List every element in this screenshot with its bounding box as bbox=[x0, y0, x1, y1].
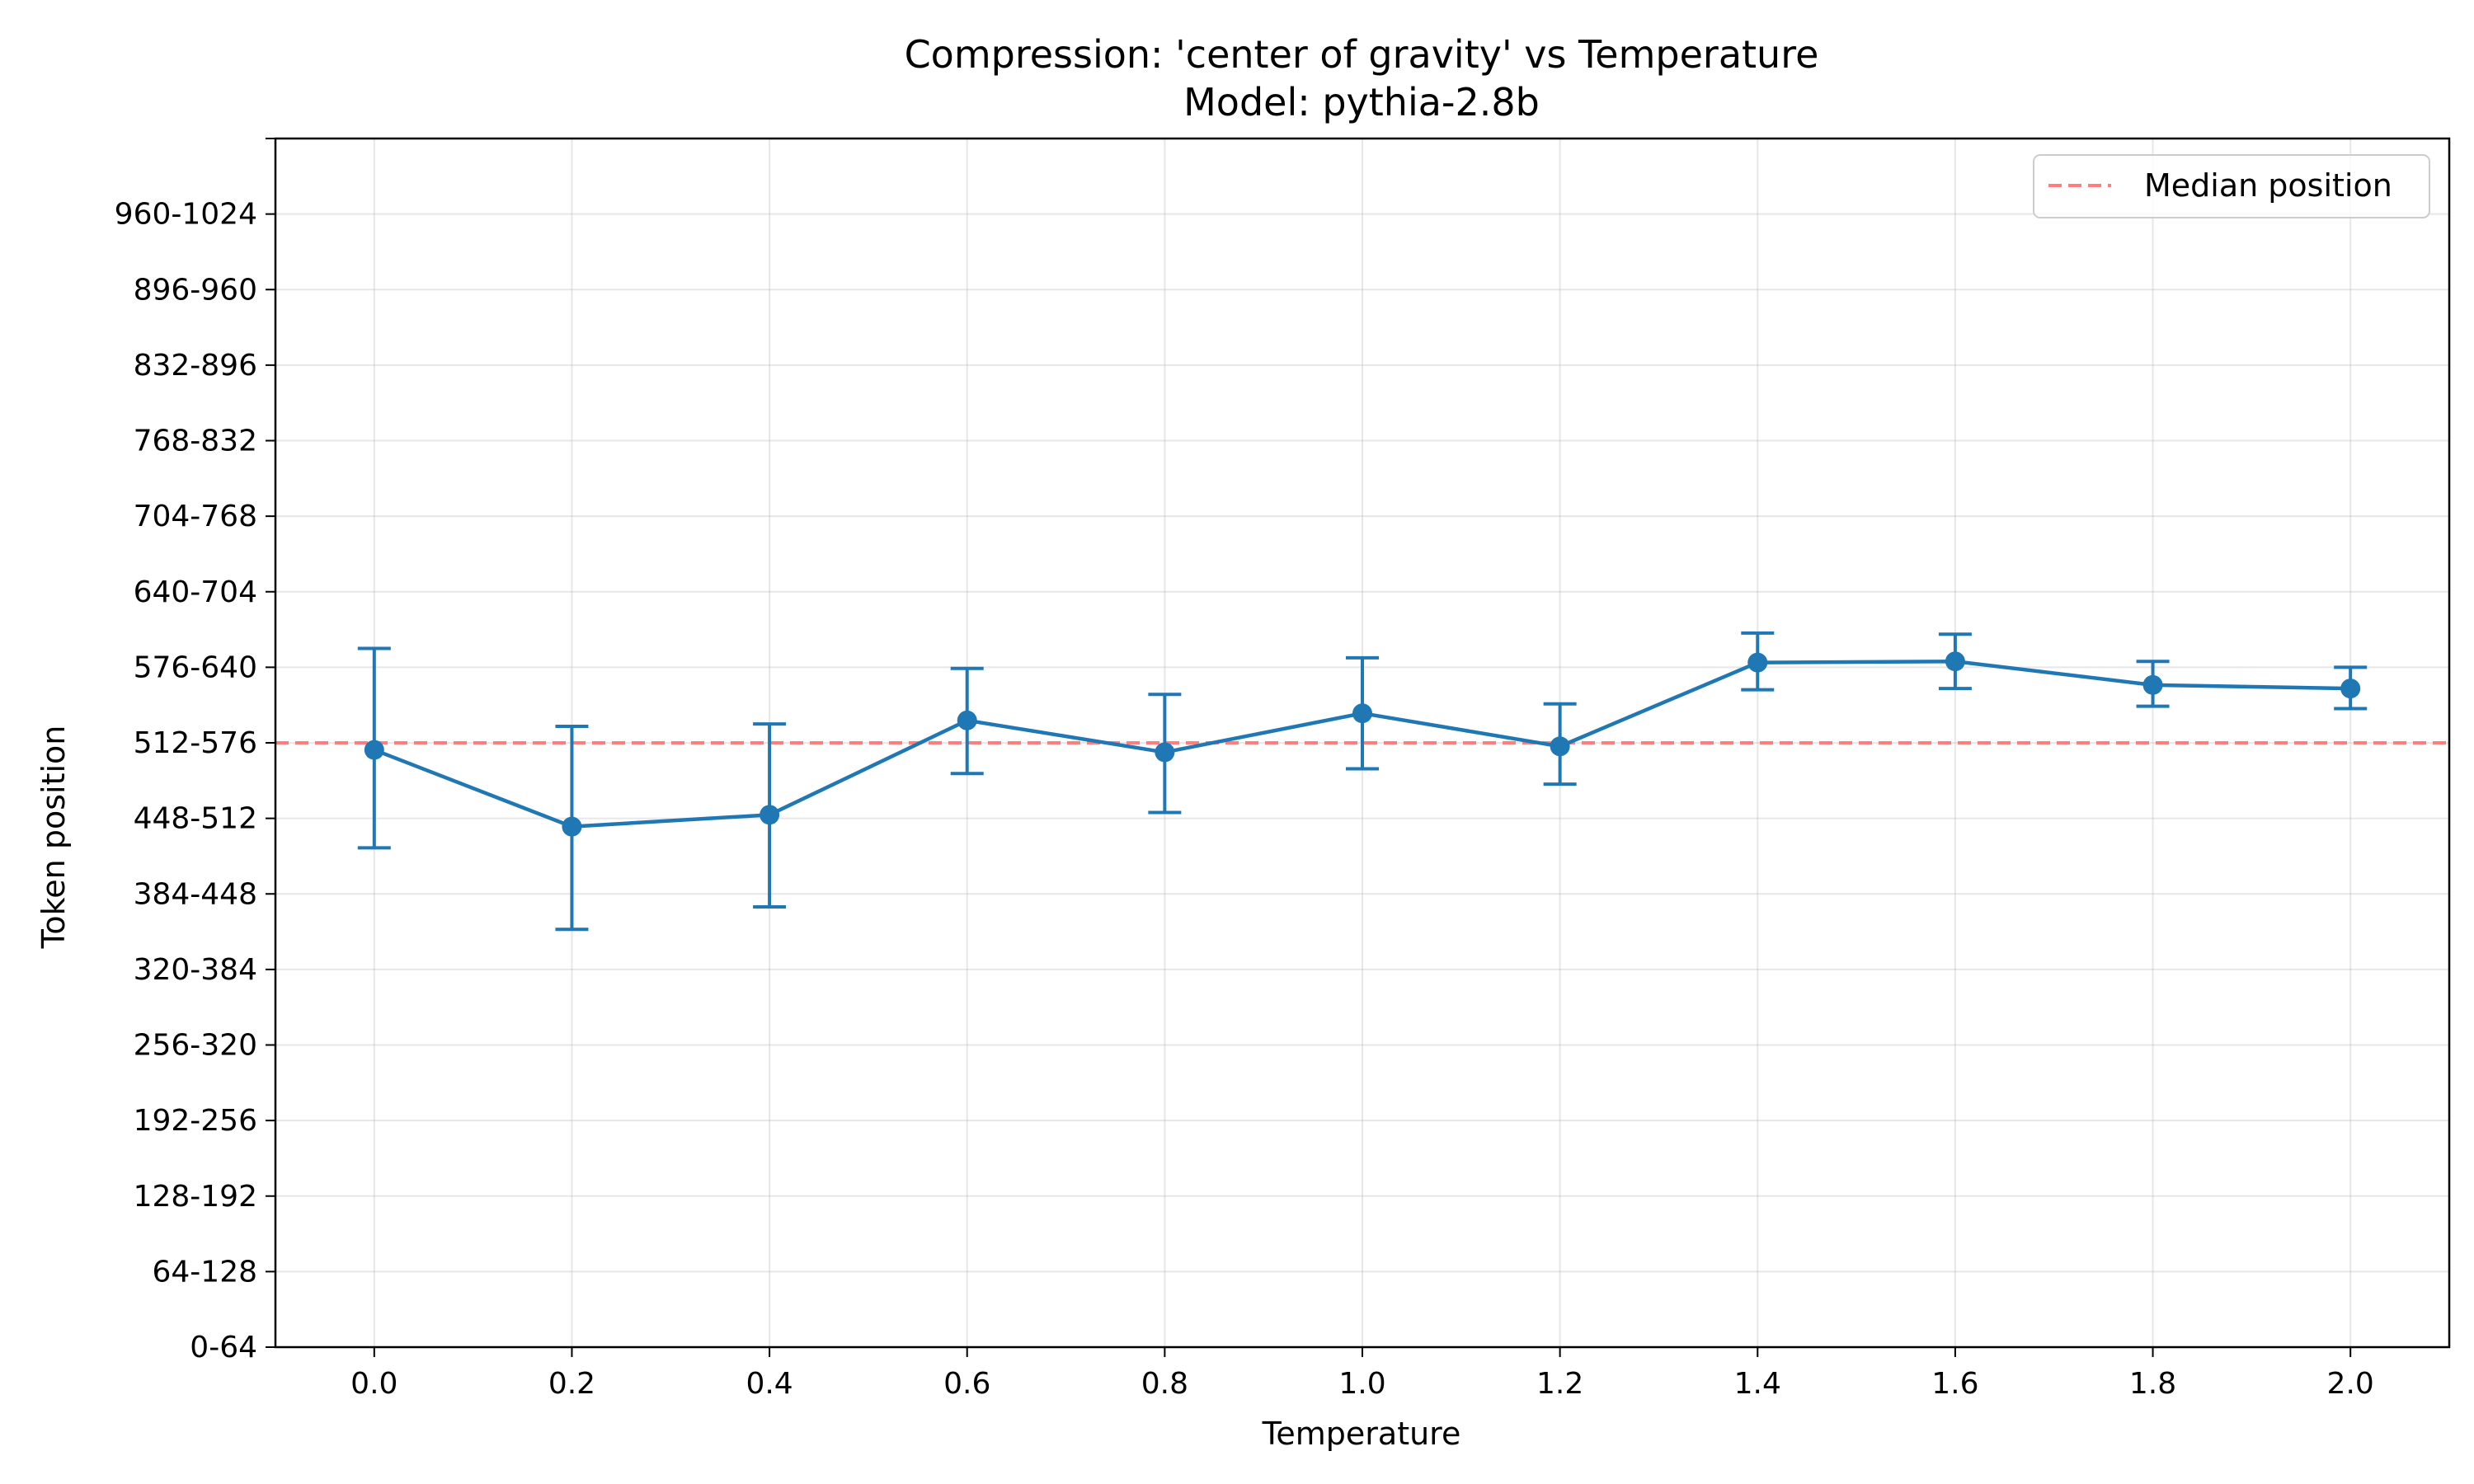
x-tick-label: 1.0 bbox=[1338, 1367, 1385, 1401]
data-point bbox=[1747, 652, 1768, 673]
x-tick-label: 1.8 bbox=[2129, 1367, 2176, 1401]
data-point bbox=[957, 710, 977, 730]
x-tick-label: 1.4 bbox=[1734, 1367, 1781, 1401]
data-point bbox=[2340, 679, 2361, 699]
legend-box bbox=[2033, 154, 2430, 218]
y-tick-label: 832-896 bbox=[134, 349, 257, 383]
data-point bbox=[2142, 674, 2163, 695]
data-point bbox=[364, 740, 384, 760]
y-tick-label: 576-640 bbox=[134, 650, 257, 684]
data-point bbox=[1550, 736, 1570, 757]
y-tick-label: 704-768 bbox=[134, 500, 257, 533]
y-tick-label: 128-192 bbox=[134, 1180, 257, 1214]
y-tick-label: 960-1024 bbox=[115, 198, 257, 232]
y-tick-label: 896-960 bbox=[134, 273, 257, 307]
y-tick-label: 320-384 bbox=[134, 953, 257, 987]
x-tick-label: 2.0 bbox=[2327, 1367, 2374, 1401]
y-axis-label: Token position bbox=[35, 726, 72, 950]
y-tick-label: 256-320 bbox=[134, 1029, 257, 1063]
data-point bbox=[1352, 703, 1372, 724]
y-tick-label: 64-128 bbox=[152, 1255, 257, 1289]
x-tick-label: 0.6 bbox=[943, 1367, 990, 1401]
chart-title: Compression: 'center of gravity' vs Temp… bbox=[905, 32, 1819, 77]
data-point bbox=[760, 805, 780, 825]
y-tick-label: 448-512 bbox=[134, 802, 257, 836]
x-tick-label: 0.0 bbox=[350, 1367, 397, 1401]
y-tick-label: 384-448 bbox=[134, 877, 257, 911]
y-tick-label: 640-704 bbox=[134, 575, 257, 609]
x-tick-label: 1.6 bbox=[1931, 1367, 1978, 1401]
axis-ticks: 0-64 64-128 128-192 192-256 256-320 320-384 38… bbox=[115, 138, 2374, 1401]
y-tick-label: 512-576 bbox=[134, 726, 257, 760]
legend: Median position bbox=[2033, 154, 2430, 218]
x-tick-label: 0.8 bbox=[1141, 1367, 1188, 1401]
data-point bbox=[1945, 651, 1965, 672]
y-tick-label: 192-256 bbox=[134, 1104, 257, 1138]
chart-subtitle: Model: pythia-2.8b bbox=[1183, 80, 1540, 124]
x-tick-label: 0.4 bbox=[745, 1367, 793, 1401]
data-point bbox=[562, 816, 582, 837]
y-tick-label: 768-832 bbox=[134, 425, 257, 458]
x-tick-label: 1.2 bbox=[1536, 1367, 1583, 1401]
data-point bbox=[1155, 742, 1175, 763]
x-axis-label: Temperature bbox=[1262, 1416, 1461, 1452]
x-tick-label: 0.2 bbox=[548, 1367, 595, 1401]
y-tick-label: 0-64 bbox=[190, 1331, 257, 1364]
data-series bbox=[357, 631, 2368, 932]
legend-label-median: Median position bbox=[2144, 167, 2392, 204]
